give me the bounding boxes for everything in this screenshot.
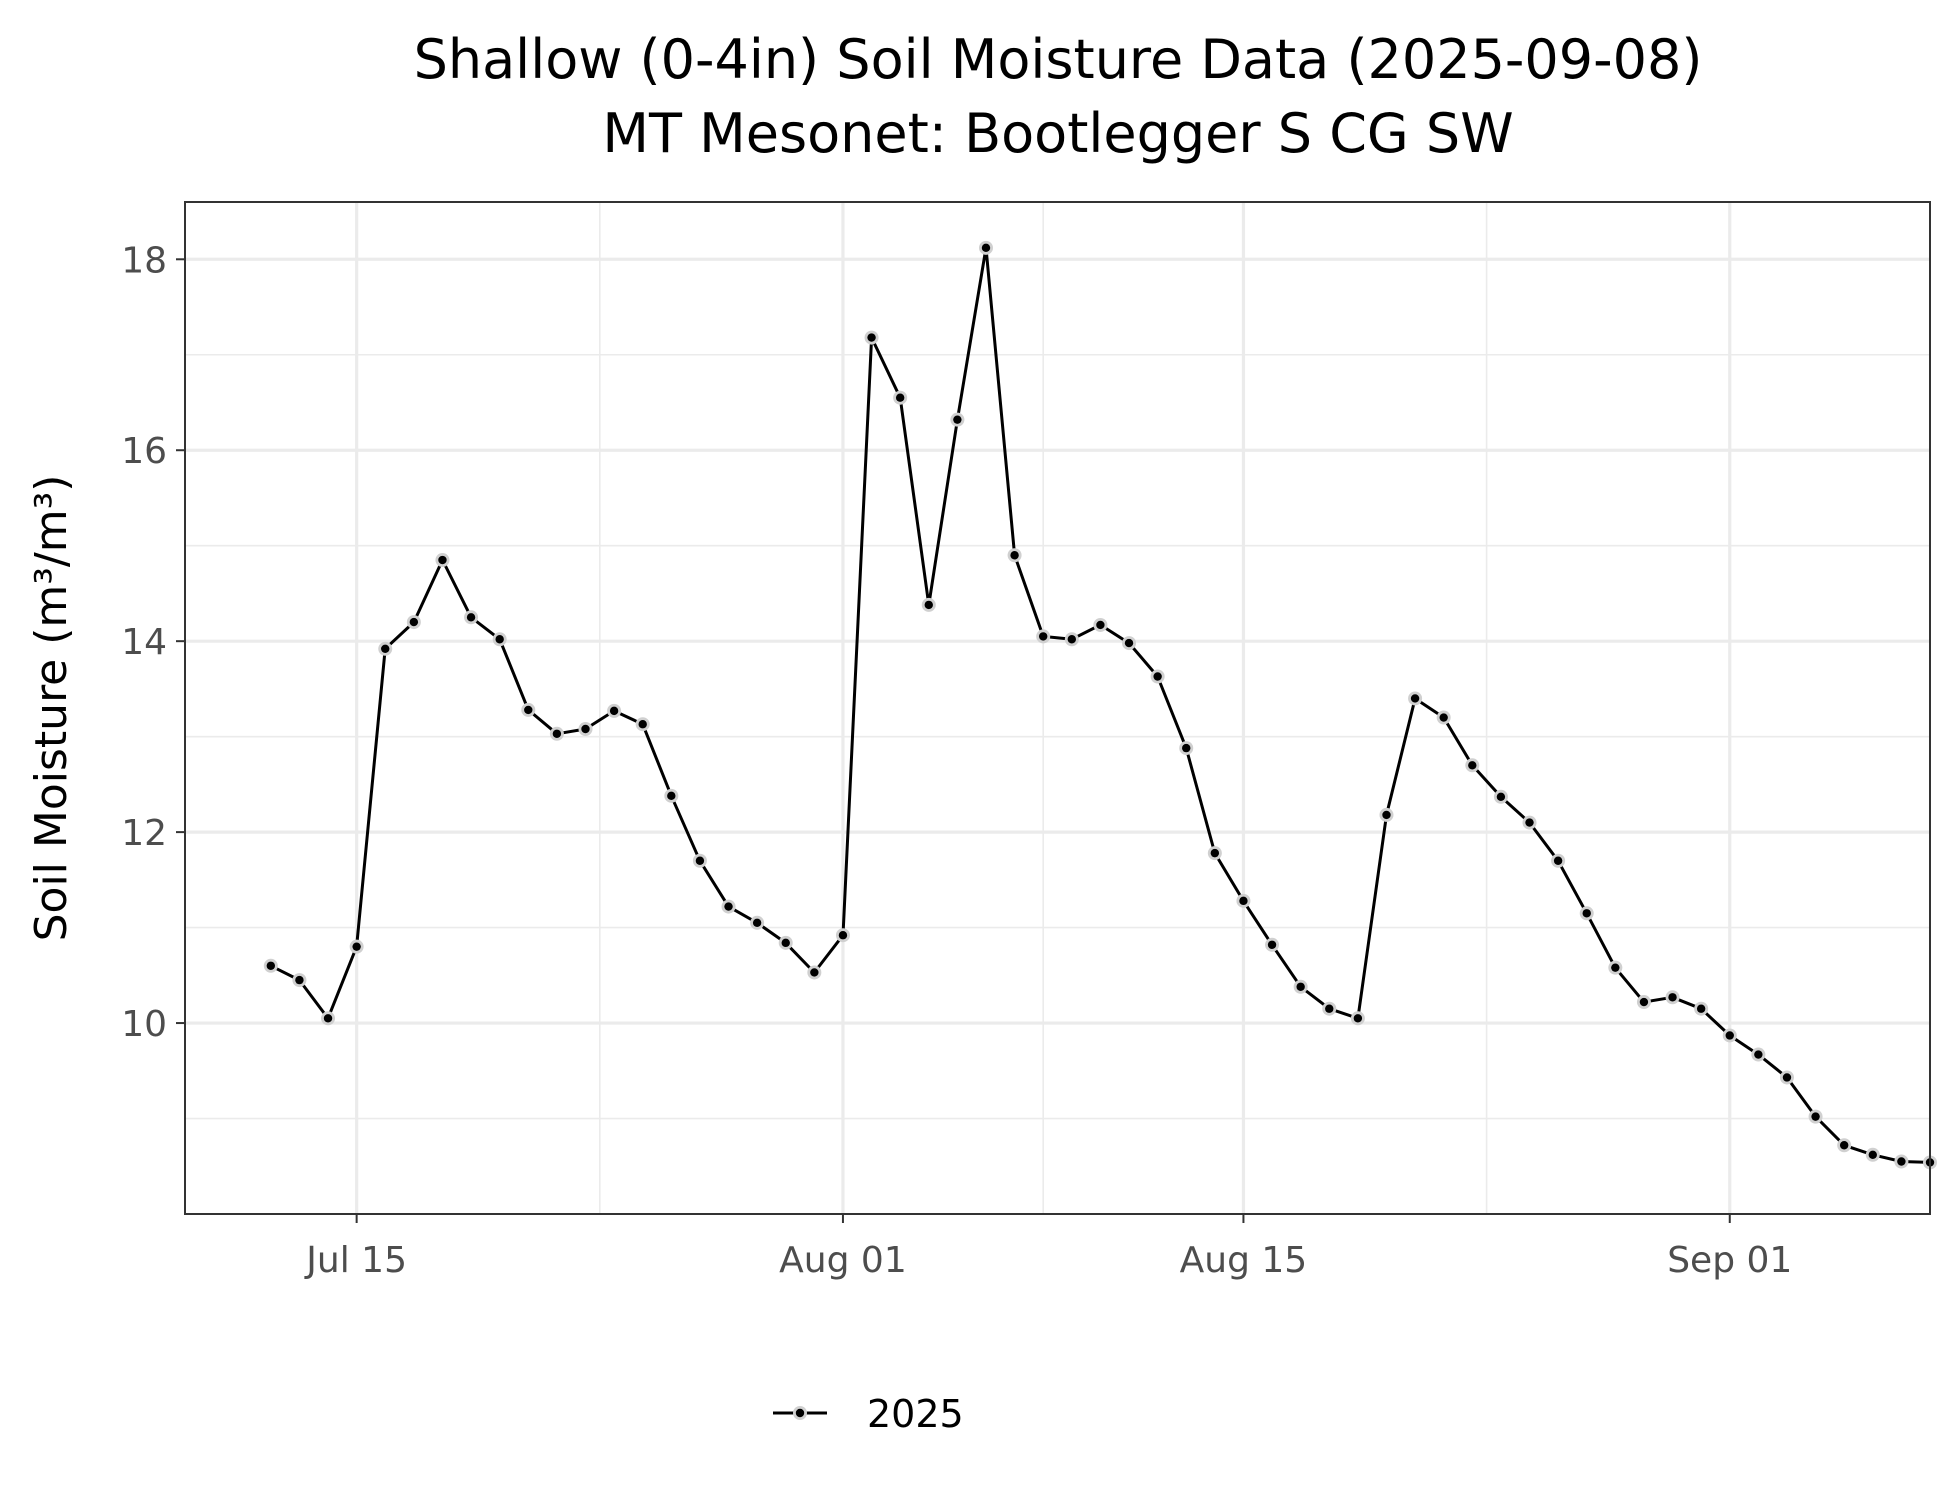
data-point [1353,1014,1363,1023]
data-point [1897,1157,1906,1166]
data-point [1668,993,1677,1002]
data-point [752,918,762,928]
data-point [381,644,390,654]
y-tick-label: 10 [121,1004,167,1045]
x-tick-label: Sep 01 [1667,1240,1792,1281]
data-point [1382,810,1391,820]
data-point [810,968,819,977]
data-point [581,724,590,734]
data-point [1868,1150,1877,1160]
data-point [1496,792,1506,801]
data-point [867,333,876,342]
data-point [724,902,733,911]
data-point [638,720,647,729]
data-point [352,942,361,951]
grid-layer [185,202,1930,1214]
x-tick-label: Aug 15 [1180,1240,1308,1281]
data-point [266,961,276,970]
data-point [466,613,476,622]
data-point [609,706,619,716]
y-axis-title: Soil Moisture (m³/m³) [26,475,77,942]
data-point [781,938,790,948]
data-point [1210,848,1220,858]
data-point [1639,997,1649,1007]
data-point [667,791,676,801]
data-point [409,617,419,627]
data-point [1296,982,1305,991]
data-point [924,600,933,610]
data-point [1553,856,1563,865]
data-point [1439,713,1448,722]
chart-subtitle: MT Mesonet: Bootlegger S CG SW [602,102,1513,165]
legend: 2025 [773,1392,964,1436]
data-point [981,243,991,253]
data-point [1325,1004,1334,1013]
data-point [1754,1050,1763,1059]
plot-panel [185,202,1930,1214]
data-point [438,555,447,565]
data-point [495,635,504,644]
chart-title: Shallow (0-4in) Soil Moisture Data (2025… [414,28,1703,91]
data-point [323,1014,333,1023]
legend-label: 2025 [867,1392,964,1436]
data-point [1182,743,1191,753]
data-point [1267,940,1277,949]
data-point [1611,963,1620,972]
x-tick-label: Jul 15 [304,1240,407,1281]
data-point [1839,1141,1849,1150]
data-point [1038,632,1048,641]
data-point [1153,672,1162,681]
data-point [1124,638,1134,648]
data-point [1696,1004,1706,1013]
data-point [1410,694,1420,703]
data-point [1811,1112,1820,1121]
y-axis: 10 12 14 16 18 [121,240,185,1045]
x-axis: Jul 15 Aug 01 Aug 15 Sep 01 [304,1214,1792,1281]
data-point [953,415,962,424]
y-tick-label: 12 [121,813,167,854]
y-tick-label: 18 [121,240,167,281]
data-point [524,705,533,715]
data-point [838,931,848,940]
legend-point-swatch [795,1408,805,1418]
data-point [1096,620,1105,630]
data-point [1239,896,1248,906]
data-point [1067,635,1077,644]
data-point [295,975,304,985]
series-layer [263,240,1937,1170]
data-point [695,856,705,865]
data-point [1782,1073,1792,1082]
data-point [1582,909,1591,918]
data-point [1525,818,1534,827]
data-point [1725,1031,1734,1040]
data-point [552,729,562,738]
data-point [1468,761,1477,770]
data-point [1010,551,1019,560]
y-tick-label: 14 [121,622,167,663]
x-tick-label: Aug 01 [779,1240,907,1281]
y-tick-label: 16 [121,431,167,472]
plot-panel-border [184,201,1931,1215]
data-point [895,393,905,402]
